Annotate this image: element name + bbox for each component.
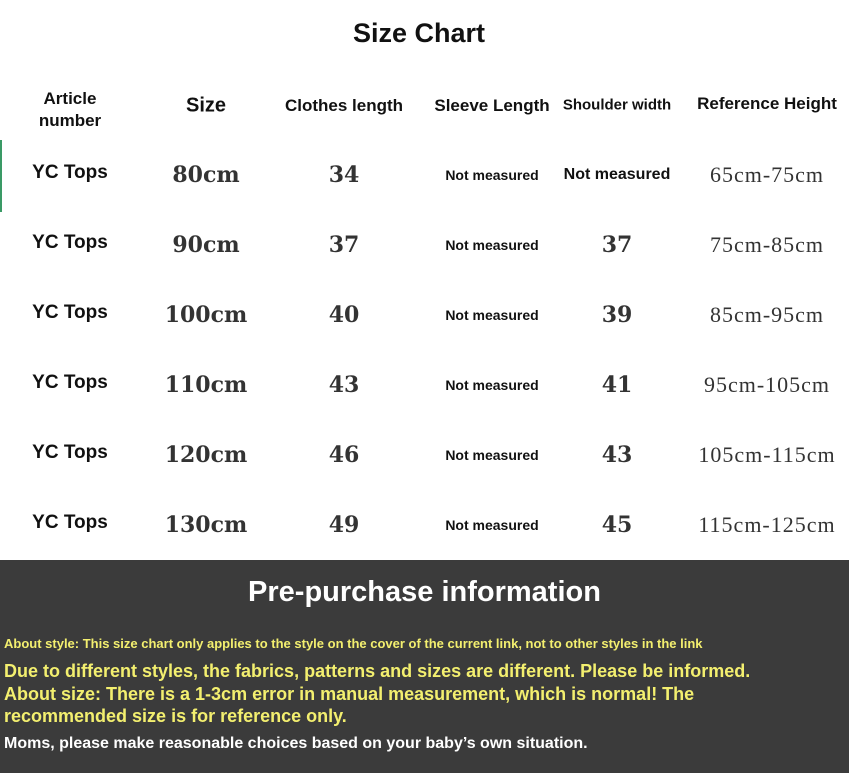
cell-article: YC Tops <box>32 442 108 463</box>
cell-sleeve-length: Not measured <box>445 377 539 393</box>
cell-article: YC Tops <box>32 302 108 323</box>
header-sleeve-length: Sleeve Length <box>434 96 550 115</box>
cell-shoulder-width: 43 <box>601 442 633 468</box>
cell-shoulder-width: Not measured <box>563 166 671 183</box>
cell-article: YC Tops <box>32 232 108 253</box>
cell-clothes-length: 37 <box>328 232 360 258</box>
cell-clothes-length: 34 <box>328 162 360 188</box>
cell-reference-height: 115cm-125cm <box>698 512 836 537</box>
cell-sleeve-length: Not measured <box>445 167 539 183</box>
style-note: About style: This size chart only applie… <box>4 636 703 651</box>
cell-sleeve-length: Not measured <box>445 517 539 533</box>
size-note-1: About size: There is a 1-3cm error in ma… <box>4 684 695 704</box>
header-shoulder-width: Shoulder width <box>562 96 672 114</box>
cell-clothes-length: 43 <box>328 372 360 398</box>
cell-clothes-length: 49 <box>328 512 360 538</box>
header-article: Article number <box>38 89 102 130</box>
cell-article: YC Tops <box>32 512 108 533</box>
cell-size: 130cm <box>164 512 248 538</box>
cell-reference-height: 65cm-75cm <box>709 162 825 187</box>
cell-clothes-length: 46 <box>328 442 360 468</box>
cell-size: 80cm <box>172 162 240 188</box>
moms-note: Moms, please make reasonable choices bas… <box>4 735 588 752</box>
cell-shoulder-width: 39 <box>601 302 633 328</box>
cell-size: 120cm <box>164 442 248 468</box>
header-clothes-length: Clothes length <box>284 96 404 115</box>
cell-reference-height: 105cm-115cm <box>698 442 836 467</box>
cell-shoulder-width: 45 <box>601 512 633 538</box>
cell-shoulder-width: 37 <box>601 232 633 258</box>
header-size: Size <box>185 94 227 117</box>
header-reference-height: Reference Height <box>697 94 837 113</box>
cell-sleeve-length: Not measured <box>445 447 539 463</box>
cell-reference-height: 75cm-85cm <box>709 232 825 257</box>
cell-size: 90cm <box>172 232 240 258</box>
cell-clothes-length: 40 <box>328 302 360 328</box>
pre-purchase-info: Pre-purchase information About style: Th… <box>0 560 849 773</box>
cell-reference-height: 95cm-105cm <box>703 372 831 397</box>
cell-reference-height: 85cm-95cm <box>709 302 825 327</box>
cell-shoulder-width: 41 <box>601 372 633 398</box>
edge-marker <box>0 140 2 212</box>
page-title: Size Chart <box>352 18 486 48</box>
cell-article: YC Tops <box>32 372 108 393</box>
info-title: Pre-purchase information <box>248 576 601 608</box>
cell-article: YC Tops <box>32 162 108 183</box>
fabric-note: Due to different styles, the fabrics, pa… <box>4 661 751 681</box>
size-note-2: recommended size is for reference only. <box>4 706 347 726</box>
cell-sleeve-length: Not measured <box>445 237 539 253</box>
cell-size: 110cm <box>164 372 248 398</box>
cell-size: 100cm <box>164 302 248 328</box>
cell-sleeve-length: Not measured <box>445 307 539 323</box>
